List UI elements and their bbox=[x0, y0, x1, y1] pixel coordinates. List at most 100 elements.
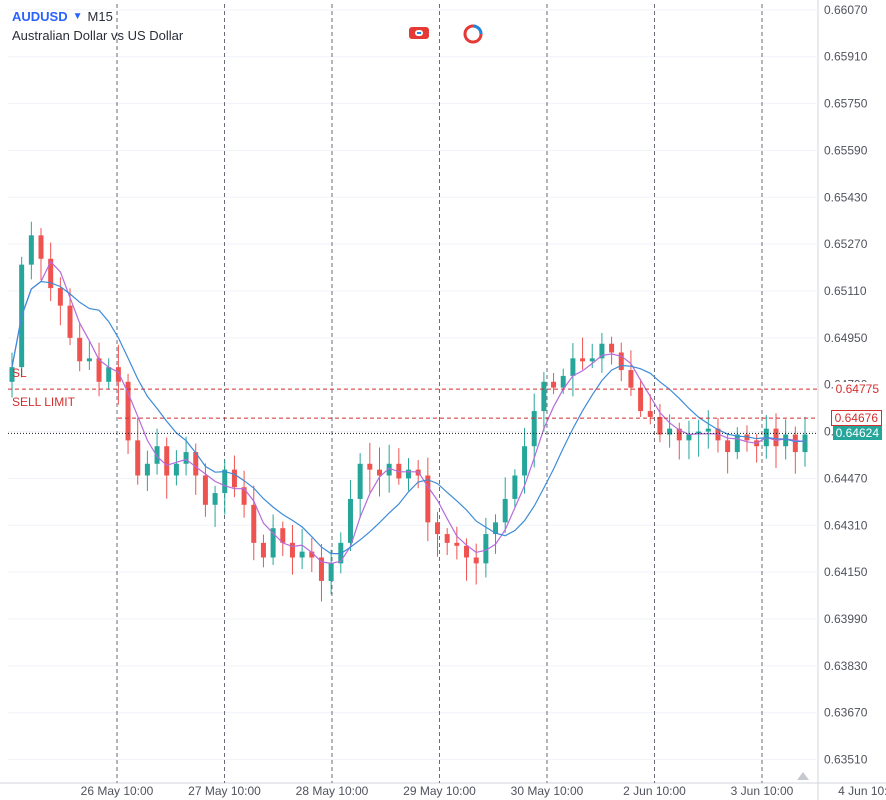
candle-body bbox=[551, 381, 557, 388]
current-price-tag: 0.64624 bbox=[832, 426, 882, 441]
candle-body bbox=[493, 522, 499, 535]
candle-body bbox=[406, 469, 411, 479]
y-tick-label: 0.64470 bbox=[824, 471, 868, 485]
sl-label: SL bbox=[12, 366, 27, 380]
candle-body bbox=[77, 337, 83, 362]
candle-body bbox=[638, 387, 644, 412]
y-tick-label: 0.65910 bbox=[824, 50, 868, 64]
candle-body bbox=[144, 463, 150, 476]
candle-body bbox=[541, 381, 547, 412]
candle-body bbox=[9, 367, 15, 382]
y-tick-label: 0.63830 bbox=[824, 659, 868, 673]
x-tick-label: 2 Jun 10:00 bbox=[623, 784, 686, 798]
sync-icon[interactable] bbox=[462, 24, 484, 44]
candle-body bbox=[183, 452, 189, 464]
candle-body bbox=[657, 416, 663, 435]
candle-body bbox=[270, 528, 276, 558]
ma-fast-line bbox=[11, 260, 806, 565]
candle-body bbox=[628, 370, 634, 388]
candle-body bbox=[483, 534, 489, 564]
x-tick-label: 4 Jun 10:00 bbox=[838, 784, 886, 798]
y-tick-label: 0.65750 bbox=[824, 97, 868, 111]
candle-body bbox=[154, 446, 160, 464]
candle-body bbox=[38, 235, 44, 259]
candle-body bbox=[347, 498, 353, 543]
candle-body bbox=[289, 542, 295, 558]
candle-body bbox=[667, 428, 673, 435]
candle-body bbox=[512, 475, 518, 499]
candle-body bbox=[773, 428, 779, 447]
symbol-description: Australian Dollar vs US Dollar bbox=[12, 28, 184, 43]
y-tick-label: 0.64150 bbox=[824, 565, 868, 579]
candle-body bbox=[647, 411, 653, 417]
candle-body bbox=[676, 428, 682, 441]
candle-body bbox=[609, 343, 615, 353]
x-tick-label: 30 May 10:00 bbox=[511, 784, 584, 798]
candle-body bbox=[396, 463, 402, 479]
candle-body bbox=[589, 358, 595, 362]
candle-body bbox=[580, 358, 586, 362]
candle-body bbox=[425, 475, 431, 523]
x-tick-label: 3 Jun 10:00 bbox=[731, 784, 794, 798]
symbol-name[interactable]: AUDUSD bbox=[12, 9, 68, 24]
candle-body bbox=[725, 440, 731, 453]
y-tick-label: 0.63510 bbox=[824, 753, 868, 767]
candle-body bbox=[135, 440, 141, 476]
candle-body bbox=[318, 557, 324, 581]
timeframe-label[interactable]: M15 bbox=[87, 9, 113, 24]
candle-body bbox=[67, 305, 73, 338]
candle-body bbox=[57, 288, 63, 306]
candle-body bbox=[202, 475, 208, 505]
candle-body bbox=[115, 367, 121, 382]
candle-body bbox=[231, 469, 237, 488]
chevron-down-icon[interactable]: ▼ bbox=[72, 11, 83, 22]
link-icon[interactable] bbox=[408, 24, 430, 42]
scroll-to-end-icon bbox=[797, 772, 809, 780]
candle-body bbox=[531, 411, 537, 447]
x-tick-label: 27 May 10:00 bbox=[188, 784, 261, 798]
candle-body bbox=[328, 563, 334, 581]
candle-body bbox=[734, 434, 740, 453]
sl-price-tag: 0.64775 bbox=[832, 382, 882, 397]
candle-body bbox=[744, 434, 750, 441]
x-tick-label: 29 May 10:00 bbox=[403, 784, 476, 798]
x-tick-label: 26 May 10:00 bbox=[81, 784, 154, 798]
y-tick-label: 0.65110 bbox=[824, 284, 867, 298]
candle-body bbox=[299, 551, 305, 558]
candle-body bbox=[96, 358, 102, 382]
y-tick-label: 0.63670 bbox=[824, 706, 868, 720]
candle-body bbox=[164, 446, 170, 476]
candle-body bbox=[260, 542, 266, 558]
candle-body bbox=[386, 463, 392, 476]
candle-body bbox=[473, 557, 479, 564]
candle-body bbox=[193, 452, 199, 476]
candle-body bbox=[560, 375, 566, 388]
candle-body bbox=[86, 358, 92, 362]
candle-body bbox=[686, 434, 692, 441]
candle-body bbox=[241, 487, 247, 505]
candle-body bbox=[599, 343, 605, 359]
candle-body bbox=[125, 381, 131, 441]
candle-body bbox=[212, 493, 218, 505]
candle-body bbox=[28, 235, 34, 265]
candle-body bbox=[618, 352, 624, 371]
candle-body bbox=[444, 534, 450, 543]
candle-body bbox=[570, 358, 576, 376]
candle-body bbox=[715, 428, 721, 441]
y-tick-label: 0.66070 bbox=[824, 3, 868, 17]
y-tick-label: 0.65270 bbox=[824, 237, 868, 251]
candle-body bbox=[792, 434, 798, 453]
symbol-selector[interactable]: AUDUSD ▼ M15 bbox=[12, 9, 113, 24]
ma-slow-line bbox=[11, 280, 806, 555]
candle-body bbox=[376, 469, 382, 476]
candle-body bbox=[106, 367, 112, 382]
y-tick-label: 0.64950 bbox=[824, 331, 868, 345]
y-tick-label: 0.65430 bbox=[824, 190, 868, 204]
candle-body bbox=[309, 551, 315, 558]
candle-body bbox=[357, 463, 363, 499]
candle-body bbox=[280, 528, 286, 543]
sell-limit-label: SELL LIMIT bbox=[12, 395, 75, 409]
candle-body bbox=[802, 434, 808, 453]
candle-body bbox=[173, 463, 179, 476]
